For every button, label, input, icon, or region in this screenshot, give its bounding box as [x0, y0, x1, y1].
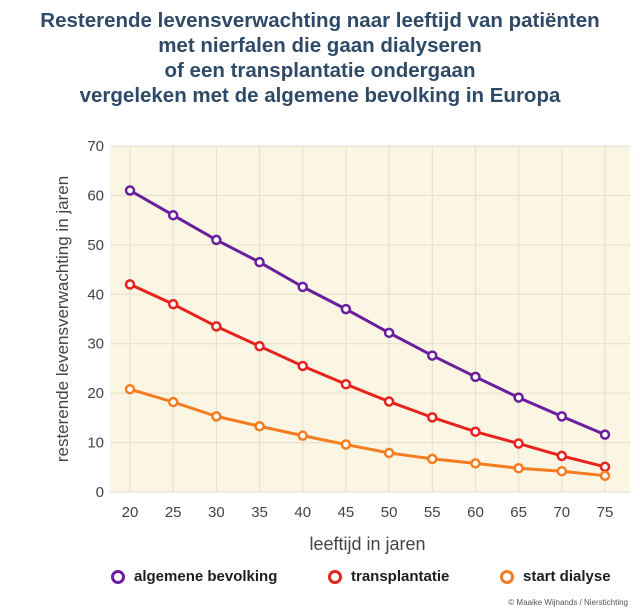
legend-marker-transplantatie [328, 569, 342, 584]
x-tick-label-30: 30 [208, 504, 225, 521]
data-point-start-dialyse-55 [427, 453, 438, 465]
series-line-algemene-bevolking [129, 189, 606, 437]
data-point-transplantatie-75 [599, 461, 611, 473]
data-point-start-dialyse-20 [124, 383, 136, 395]
chart-title-line-4: vergeleken met de algemene bevolking in … [79, 84, 561, 107]
legend-item-start-dialyse: start dialyse [500, 568, 611, 585]
x-tick-label-50: 50 [381, 504, 398, 521]
y-tick-label-50: 50 [87, 237, 104, 254]
x-tick-label-70: 70 [553, 504, 570, 521]
data-point-algemene-bevolking-20 [124, 185, 136, 196]
data-point-transplantatie-25 [167, 298, 179, 310]
legend-item-algemene-bevolking: algemene bevolking [111, 568, 277, 585]
data-point-start-dialyse-40 [297, 430, 308, 441]
x-tick-label-75: 75 [597, 504, 614, 521]
data-point-algemene-bevolking-70 [556, 411, 568, 422]
data-point-start-dialyse-35 [254, 421, 265, 432]
data-point-start-dialyse-30 [211, 411, 222, 422]
legend-item-transplantatie: transplantatie [328, 568, 449, 585]
legend-marker-algemene-bevolking [111, 569, 125, 584]
x-tick-label-20: 20 [122, 504, 139, 521]
data-point-transplantatie-40 [297, 360, 308, 372]
data-point-start-dialyse-65 [513, 463, 524, 474]
x-axis-label: leeftijd in jaren [309, 534, 425, 554]
data-point-algemene-bevolking-30 [211, 234, 222, 246]
data-point-algemene-bevolking-45 [340, 303, 352, 315]
data-point-algemene-bevolking-60 [470, 371, 481, 383]
y-tick-label-70: 70 [87, 138, 104, 155]
chart-title-line-2: met nierfalen die gaan dialyseren [158, 34, 482, 57]
data-point-algemene-bevolking-50 [383, 327, 395, 339]
series-line-start-dialyse [129, 387, 606, 478]
chart-title-line-3: of een transplantatie ondergaan [164, 59, 476, 82]
x-tick-label-55: 55 [424, 504, 441, 521]
y-tick-label-40: 40 [87, 286, 104, 303]
data-point-transplantatie-60 [470, 426, 481, 437]
data-point-algemene-bevolking-75 [599, 429, 611, 440]
data-point-algemene-bevolking-65 [513, 392, 524, 403]
data-point-transplantatie-50 [383, 396, 395, 407]
legend-marker-start-dialyse [500, 569, 514, 584]
data-point-transplantatie-55 [427, 412, 438, 423]
data-point-transplantatie-35 [254, 340, 265, 352]
y-tick-label-60: 60 [87, 187, 104, 204]
data-point-start-dialyse-45 [340, 439, 352, 450]
data-point-start-dialyse-60 [470, 458, 481, 469]
data-point-algemene-bevolking-55 [427, 350, 438, 361]
credit-text: © Maaike Wijnands / Nierstichting [508, 598, 628, 607]
legend-label-start-dialyse: start dialyse [523, 568, 611, 585]
data-point-transplantatie-20 [124, 279, 136, 290]
x-tick-label-60: 60 [467, 504, 484, 521]
y-tick-label-30: 30 [87, 336, 104, 353]
data-point-algemene-bevolking-40 [297, 281, 308, 293]
x-tick-label-45: 45 [338, 504, 355, 521]
x-tick-label-40: 40 [294, 504, 311, 521]
data-point-algemene-bevolking-25 [167, 209, 179, 221]
x-tick-label-65: 65 [510, 504, 527, 521]
y-tick-label-20: 20 [87, 385, 104, 402]
y-tick-label-10: 10 [87, 435, 104, 452]
chart-legend: algemene bevolking transplantatie start … [0, 568, 640, 590]
x-tick-label-35: 35 [251, 504, 268, 521]
chart-title: Resterende levensverwachting naar leefti… [0, 8, 640, 108]
chart-title-line-1: Resterende levensverwachting naar leefti… [40, 9, 600, 32]
y-axis-label: resterende levensverwachting in jaren [53, 176, 72, 462]
x-tick-label-25: 25 [165, 504, 182, 521]
data-point-algemene-bevolking-35 [254, 256, 265, 268]
data-point-transplantatie-70 [556, 450, 568, 462]
plot-background [110, 146, 630, 492]
legend-label-transplantatie: transplantatie [351, 568, 450, 585]
data-point-transplantatie-30 [211, 321, 222, 332]
data-point-transplantatie-65 [513, 438, 524, 449]
data-point-start-dialyse-50 [383, 447, 395, 459]
legend-label-algemene-bevolking: algemene bevolking [134, 568, 278, 585]
series-line-transplantatie [129, 283, 606, 469]
data-point-start-dialyse-70 [556, 465, 568, 477]
y-tick-label-0: 0 [96, 484, 104, 501]
data-point-start-dialyse-25 [167, 396, 179, 408]
data-point-start-dialyse-75 [599, 470, 611, 481]
data-point-transplantatie-45 [340, 378, 352, 390]
